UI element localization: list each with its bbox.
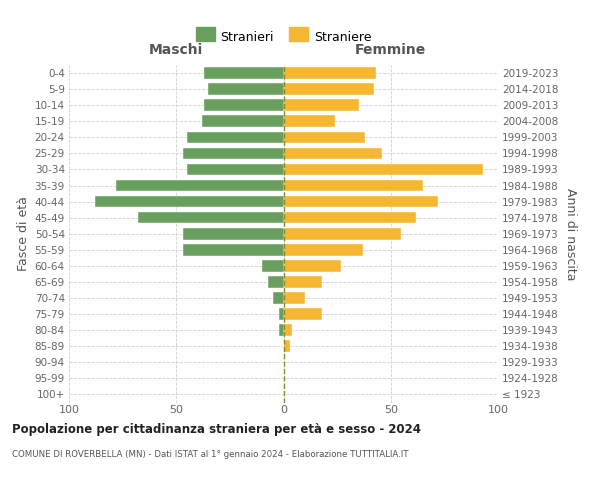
Bar — [284, 148, 382, 159]
Bar — [116, 180, 284, 192]
Y-axis label: Fasce di età: Fasce di età — [17, 196, 31, 271]
Bar — [182, 148, 284, 159]
Bar — [284, 84, 374, 95]
Bar — [284, 292, 305, 304]
Legend: Stranieri, Straniere: Stranieri, Straniere — [191, 26, 377, 48]
Text: Popolazione per cittadinanza straniera per età e sesso - 2024: Popolazione per cittadinanza straniera p… — [12, 422, 421, 436]
Bar — [279, 308, 284, 320]
Bar — [208, 84, 284, 95]
Bar — [284, 244, 363, 256]
Bar — [204, 67, 284, 79]
Bar — [204, 100, 284, 111]
Bar — [279, 324, 284, 336]
Bar — [284, 164, 483, 175]
Text: Femmine: Femmine — [355, 42, 427, 56]
Text: COMUNE DI ROVERBELLA (MN) - Dati ISTAT al 1° gennaio 2024 - Elaborazione TUTTITA: COMUNE DI ROVERBELLA (MN) - Dati ISTAT a… — [12, 450, 409, 459]
Bar — [284, 308, 322, 320]
Bar — [182, 244, 284, 256]
Bar — [182, 228, 284, 239]
Bar — [284, 132, 365, 143]
Bar — [284, 100, 359, 111]
Bar — [137, 212, 284, 224]
Bar — [284, 212, 416, 224]
Bar — [268, 276, 284, 288]
Text: Maschi: Maschi — [149, 42, 203, 56]
Bar — [284, 180, 423, 192]
Bar — [284, 324, 292, 336]
Bar — [284, 116, 335, 127]
Bar — [284, 67, 376, 79]
Bar — [95, 196, 284, 207]
Bar — [284, 228, 401, 239]
Bar — [284, 260, 341, 272]
Bar — [187, 132, 284, 143]
Bar — [284, 340, 290, 352]
Bar — [202, 116, 284, 127]
Bar — [273, 292, 284, 304]
Bar — [284, 276, 322, 288]
Bar — [187, 164, 284, 175]
Bar — [262, 260, 284, 272]
Bar — [284, 196, 438, 207]
Y-axis label: Anni di nascita: Anni di nascita — [565, 188, 577, 280]
